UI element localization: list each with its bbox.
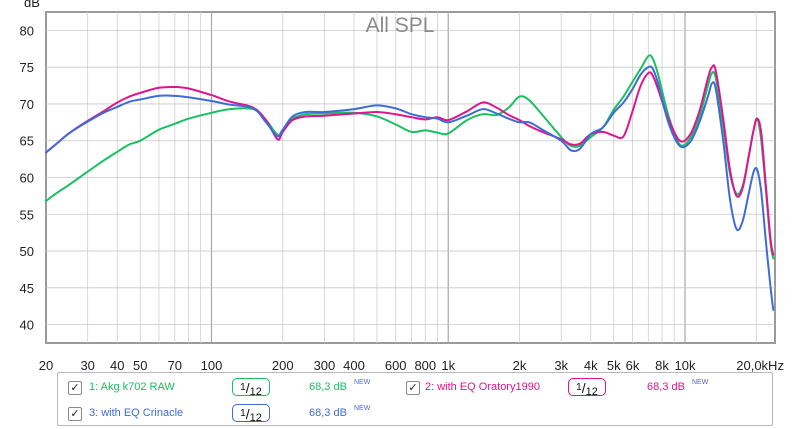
- series-3-spl-value: 68,3 dB: [309, 407, 347, 419]
- tick-labels: 40 45 50 55 60 65 70 75 80 20 30 40 50 70 100 200 300 400…: [20, 23, 784, 372]
- series-1-smoothing-button[interactable]: 1/12: [232, 378, 270, 398]
- legend-item-oratory: ✓ 2: with EQ Oratory1990 1/12 68,3 dB NE…: [403, 378, 773, 398]
- x-tick-label: 10k: [675, 358, 696, 372]
- legend-item-crinacle: ✓ 3: with EQ Crinacle 1/12 68,3 dB NEW: [58, 404, 398, 424]
- series-1-label: 1: Akg k702 RAW: [89, 381, 175, 393]
- series-2-smoothing-button[interactable]: 1/12: [568, 378, 606, 398]
- y-tick-label: 55: [20, 207, 34, 222]
- series-1-spl-value: 68,3 dB: [309, 381, 347, 393]
- x-tick-label: 2k: [513, 358, 527, 372]
- x-tick-label: 3k: [554, 358, 568, 372]
- x-tick-label: 600: [385, 358, 407, 372]
- x-tick-label: 70: [168, 358, 182, 372]
- spl-chart: 40 45 50 55 60 65 70 75 80 20 30 40 50 70 100 200 300 400…: [20, 0, 784, 372]
- x-tick-label: 5k: [607, 358, 621, 372]
- x-tick-label: 100: [201, 358, 223, 372]
- x-tick-label: 50: [133, 358, 147, 372]
- grid: [46, 12, 775, 343]
- series-3-label: 3: with EQ Crinacle: [89, 407, 184, 419]
- y-tick-label: 50: [20, 244, 34, 259]
- series-3-checkbox[interactable]: ✓: [68, 407, 82, 421]
- series-2-new-badge: NEW: [692, 379, 709, 386]
- x-tick-label: 20,0kHz: [736, 358, 784, 372]
- legend-row: ✓ 3: with EQ Crinacle 1/12 68,3 dB NEW: [58, 404, 772, 424]
- series-line-3: [45, 65, 775, 311]
- y-tick-label: 70: [20, 97, 34, 112]
- y-tick-label: 75: [20, 60, 34, 75]
- x-tick-label: 300: [314, 358, 336, 372]
- y-tick-label: 40: [20, 318, 34, 333]
- chart-title: All SPL: [366, 14, 435, 37]
- x-tick-label: 200: [272, 358, 294, 372]
- x-tick-label: 1k: [441, 358, 455, 372]
- legend-item-akg-raw: ✓ 1: Akg k702 RAW 1/12 68,3 dB NEW: [58, 378, 398, 398]
- x-tick-label: 30: [80, 358, 94, 372]
- y-tick-label: 80: [20, 23, 34, 38]
- series-3-smoothing-button[interactable]: 1/12: [232, 404, 270, 424]
- series-2-checkbox[interactable]: ✓: [406, 381, 420, 395]
- x-tick-label: 6k: [626, 358, 640, 372]
- series-3-new-badge: NEW: [354, 405, 371, 412]
- legend-row: ✓ 1: Akg k702 RAW 1/12 68,3 dB NEW ✓ 2: …: [58, 378, 772, 398]
- y-tick-label: 60: [20, 171, 34, 186]
- y-tick-label: 45: [20, 281, 34, 296]
- y-tick-label: 65: [20, 134, 34, 149]
- x-tick-label: 40: [110, 358, 124, 372]
- series-2-label: 2: with EQ Oratory1990: [425, 381, 540, 393]
- y-axis-label: dB: [24, 0, 40, 10]
- x-tick-label: 4k: [584, 358, 598, 372]
- series-line-1: [45, 54, 775, 260]
- legend-panel: ✓ 1: Akg k702 RAW 1/12 68,3 dB NEW ✓ 2: …: [57, 372, 773, 426]
- x-tick-label: 8k: [655, 358, 669, 372]
- series-1-checkbox[interactable]: ✓: [68, 381, 82, 395]
- series-2-spl-value: 68,3 dB: [647, 381, 685, 393]
- series-lines: [45, 54, 775, 311]
- x-tick-label: 400: [343, 358, 365, 372]
- x-tick-label: 800: [414, 358, 436, 372]
- series-1-new-badge: NEW: [354, 379, 371, 386]
- x-tick-label: 20: [39, 358, 53, 372]
